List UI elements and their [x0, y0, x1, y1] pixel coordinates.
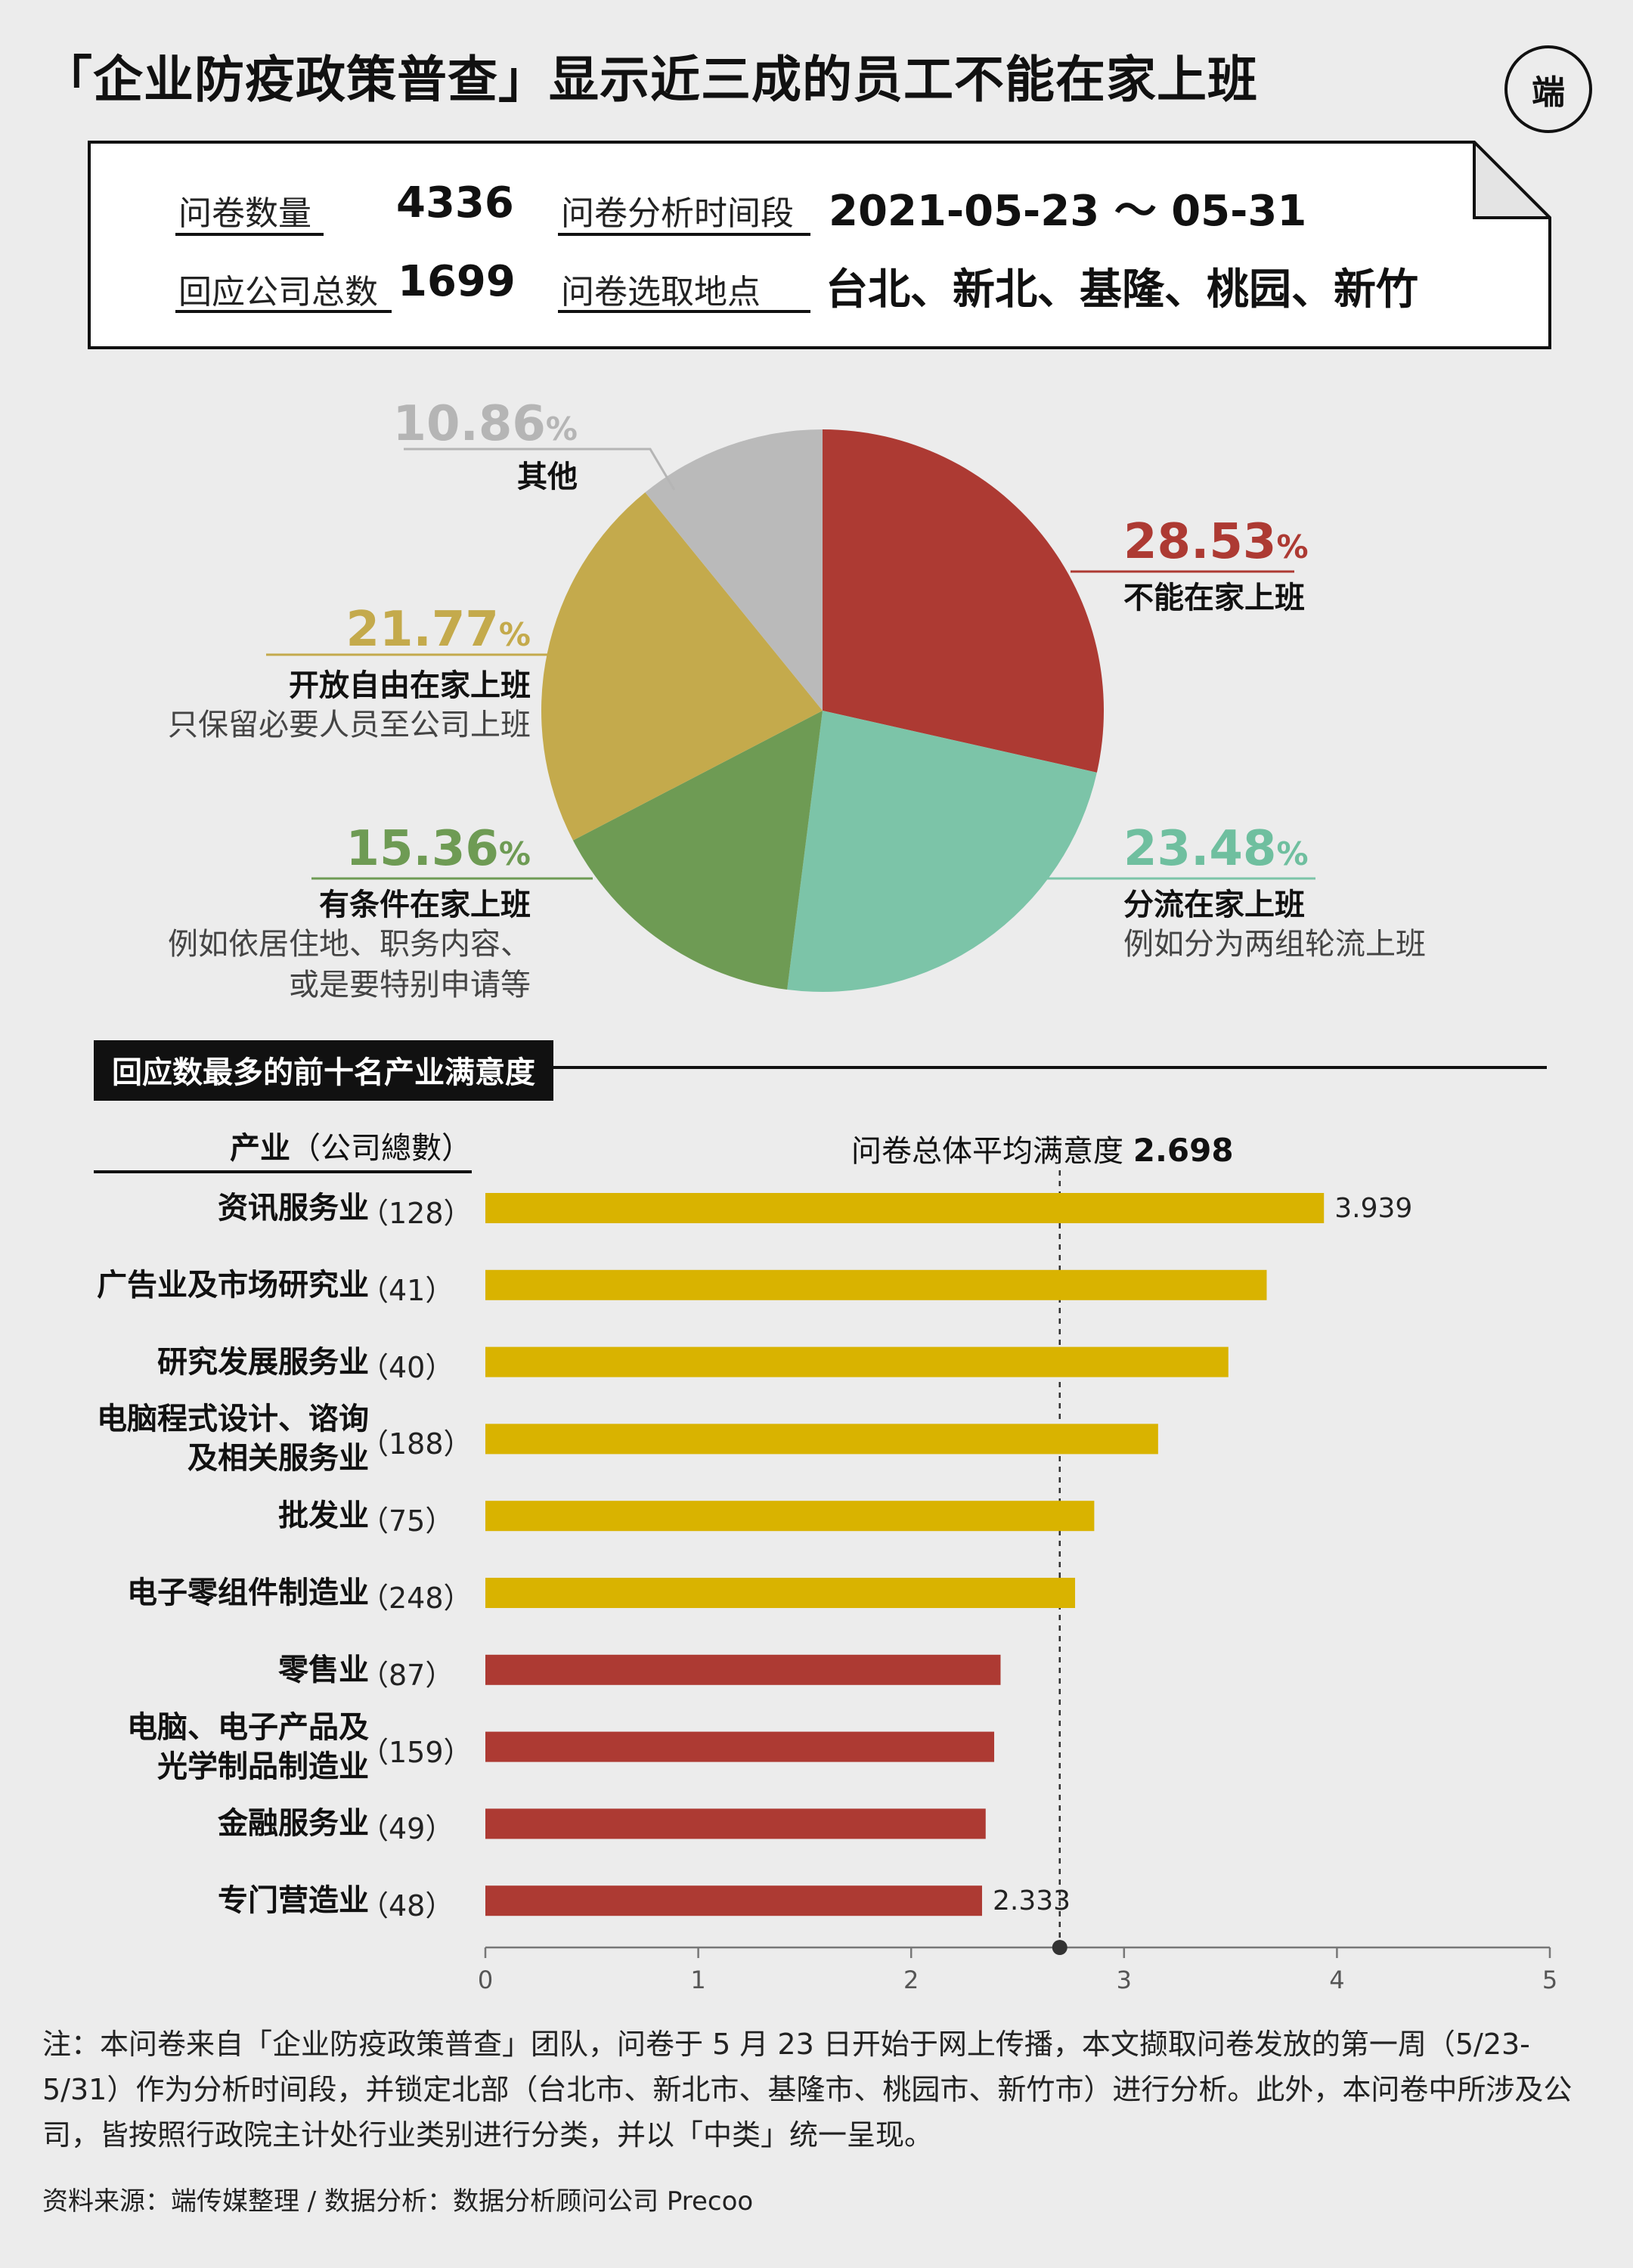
footnote: 注：本问卷来自「企业防疫政策普查」团队，问卷于 5 月 23 日开始于网上传播，…: [42, 2028, 1573, 2152]
industry-label-8: 电脑、电子产品及 光学制品制造业: [127, 1709, 369, 1784]
pie-label-other: 10.86% 其他: [227, 396, 578, 496]
pie-name-rotation-wfh: 分流在家上班: [1123, 888, 1305, 922]
x-tick-label-3: 3: [1117, 1966, 1132, 1994]
bar-7: [485, 1654, 1001, 1685]
industry-count-6: （248）: [360, 1582, 473, 1615]
bar-10: [485, 1885, 982, 1916]
pie-pct-conditional-wfh: 15.36%: [346, 821, 531, 877]
pie-pct-rotation-wfh: 23.48%: [1123, 821, 1309, 877]
pie-desc-free-wfh: 只保留必要人员至公司上班: [168, 708, 531, 742]
average-marker-dot: [1052, 1940, 1067, 1955]
industry-count-10: （48）: [360, 1889, 454, 1923]
pie-name-other: 其他: [517, 460, 578, 494]
industry-label-1: 资讯服务业: [218, 1191, 369, 1225]
pie-slice-other: [645, 429, 823, 711]
pie-pct-cannot-wfh: 28.53%: [1123, 514, 1309, 570]
industry-label-9: 金融服务业: [218, 1806, 369, 1842]
bar-value-label-1: 3.939: [1334, 1193, 1412, 1224]
survey-count-value: 4336: [396, 178, 514, 228]
industry-label-2: 广告业及市场研究业: [97, 1267, 369, 1303]
period-label: 问卷分析时间段: [561, 194, 794, 233]
bar-5: [485, 1501, 1095, 1532]
pie-slice-cannot-wfh: [823, 429, 1104, 773]
pie-slice-rotation-wfh: [787, 711, 1097, 992]
pie-slice-conditional-wfh: [572, 711, 823, 990]
location-underline: [558, 310, 810, 313]
bar-2: [485, 1269, 1267, 1300]
bar-value-label-10: 2.333: [993, 1885, 1071, 1916]
location-value: 台北、新北、基隆、桃园、新竹: [826, 265, 1418, 314]
location-label: 问卷选取地点: [561, 273, 761, 311]
pie-pct-other: 10.86%: [392, 396, 578, 452]
x-tick-label-0: 0: [478, 1966, 493, 1994]
period-value: 2021-05-23 ～ 05-31: [829, 187, 1307, 236]
industry-count-2: （41）: [360, 1273, 454, 1307]
industry-label-6: 电子零组件制造业: [127, 1576, 369, 1610]
pie-name-free-wfh: 开放自由在家上班: [289, 668, 531, 703]
pie-desc-rotation-wfh: 例如分为两组轮流上班: [1123, 927, 1426, 962]
brand-logo: 端: [1504, 45, 1592, 133]
bar-3: [485, 1346, 1229, 1377]
pie-desc-conditional-wfh-1: 例如依居住地、职务内容、: [168, 927, 531, 962]
industry-column-header: 产业（公司總數）: [230, 1131, 472, 1166]
pie-name-cannot-wfh: 不能在家上班: [1123, 581, 1305, 615]
page-title: 「企业防疫政策普查」显示近三成的员工不能在家上班: [42, 51, 1258, 109]
industry-label-10: 专门营造业: [218, 1883, 369, 1919]
industry-count-4: （188）: [360, 1427, 473, 1461]
industry-count-7: （87）: [360, 1658, 454, 1692]
pie-leader-other: [404, 448, 676, 491]
industry-count-5: （75）: [360, 1504, 454, 1538]
bar-9: [485, 1808, 986, 1839]
section-title: 回应数最多的前十名产业满意度: [94, 1040, 553, 1101]
pie-label-rotation-wfh: 23.48% 分流在家上班 例如分为两组轮流上班: [1123, 821, 1426, 965]
bar-4: [485, 1424, 1158, 1455]
period-underline: [558, 233, 810, 236]
industry-count-8: （159）: [360, 1735, 473, 1769]
survey-count-underline: [175, 233, 324, 236]
pie-label-free-wfh: 21.77% 开放自由在家上班 只保留必要人员至公司上班: [113, 602, 531, 745]
survey-count-label: 问卷数量: [178, 194, 311, 233]
x-tick-label-2: 2: [903, 1966, 919, 1994]
industry-count-3: （40）: [360, 1350, 454, 1384]
x-tick-label-1: 1: [690, 1966, 705, 1994]
pie-chart: [266, 429, 1315, 992]
industry-column-rule: [94, 1170, 472, 1173]
companies-label: 回应公司总数: [178, 273, 378, 311]
bar-1: [485, 1193, 1325, 1223]
source-credit: 资料来源：端传媒整理 / 数据分析：数据分析顾问公司 Precoo: [42, 2186, 754, 2217]
info-box: [88, 141, 1551, 349]
industry-label-7: 零售业: [278, 1652, 369, 1687]
pie-name-conditional-wfh: 有条件在家上班: [319, 888, 531, 922]
pie-pct-free-wfh: 21.77%: [346, 602, 531, 658]
companies-underline: [175, 310, 392, 313]
bar-6: [485, 1578, 1076, 1608]
industry-label-3: 研究发展服务业: [157, 1344, 369, 1380]
pie-slice-free-wfh: [541, 492, 823, 841]
x-tick-label-5: 5: [1542, 1966, 1557, 1994]
pie-label-conditional-wfh: 15.36% 有条件在家上班 例如依居住地、职务内容、 或是要特别申请等: [113, 821, 531, 1005]
pie-desc-conditional-wfh-2: 或是要特别申请等: [289, 968, 531, 1002]
industry-label-4: 电脑程式设计、谘询 及相关服务业: [97, 1402, 369, 1476]
industry-count-1: （128）: [360, 1197, 473, 1230]
companies-value: 1699: [398, 257, 516, 306]
x-tick-label-4: 4: [1329, 1966, 1344, 1994]
average-satisfaction-label: 问卷总体平均满意度 2.698: [851, 1132, 1234, 1169]
bar-8: [485, 1731, 995, 1762]
industry-count-9: （49）: [360, 1812, 454, 1846]
section-rule: [94, 1066, 1547, 1069]
industry-label-5: 批发业: [278, 1498, 369, 1534]
bar-chart: 3.939 2.333 0 1 2 3 4 5: [478, 1170, 1557, 1994]
pie-label-cannot-wfh: 28.53% 不能在家上班: [1123, 514, 1309, 617]
